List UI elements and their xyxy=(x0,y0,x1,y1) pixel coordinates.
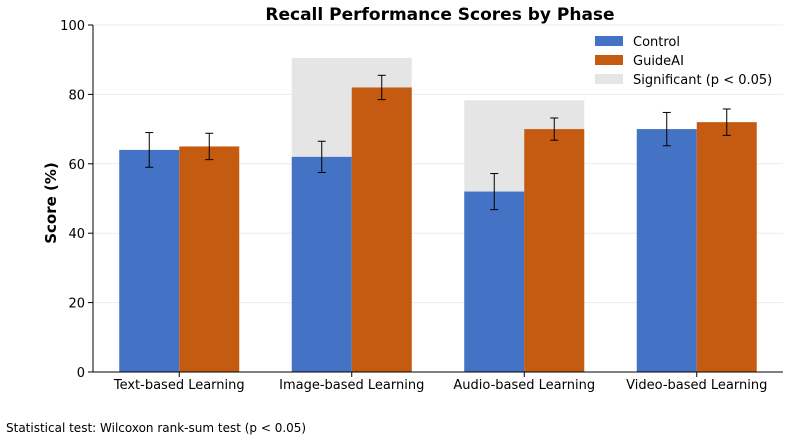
legend-label-significant: Significant (p < 0.05) xyxy=(633,73,772,88)
legend: Control GuideAI Significant (p < 0.05) xyxy=(595,35,772,88)
x-tick-label: Text-based Learning xyxy=(113,378,245,393)
x-tick-label: Video-based Learning xyxy=(626,378,767,393)
bar-control-4 xyxy=(636,129,697,372)
x-tick-label: Image-based Learning xyxy=(279,378,424,393)
chart-title: Recall Performance Scores by Phase xyxy=(265,5,614,25)
legend-swatch-control xyxy=(595,36,623,46)
legend-swatch-significant xyxy=(595,74,623,84)
error-bar-layer xyxy=(145,74,731,211)
bar-control-1 xyxy=(119,149,180,372)
bar-guideai-3 xyxy=(524,129,585,372)
y-tick-label: 80 xyxy=(68,88,85,103)
bar-guideai-2 xyxy=(351,87,412,373)
bar-control-2 xyxy=(291,156,352,372)
bar-layer xyxy=(119,87,757,373)
bar-control-3 xyxy=(464,191,525,372)
y-tick-label: 60 xyxy=(68,158,85,173)
bar-guideai-1 xyxy=(179,146,240,372)
legend-label-control: Control xyxy=(633,35,680,50)
y-tick-label: 0 xyxy=(77,366,85,381)
recall-bar-chart: Recall Performance Scores by Phase Score… xyxy=(42,5,783,393)
y-tick-label: 20 xyxy=(68,297,85,312)
legend-label-guideai: GuideAI xyxy=(633,54,684,69)
bar-guideai-4 xyxy=(696,122,757,372)
y-tick-label: 40 xyxy=(68,227,85,242)
x-tick-label: Audio-based Learning xyxy=(453,378,595,393)
legend-swatch-guideai xyxy=(595,55,623,65)
statistical-test-note: Statistical test: Wilcoxon rank-sum test… xyxy=(6,421,307,435)
axis-layer: 0 20 40 60 80 100 Text-based Learning Image-bas… xyxy=(60,19,783,393)
y-tick-label: 100 xyxy=(60,19,85,34)
y-axis-label: Score (%) xyxy=(42,162,60,244)
